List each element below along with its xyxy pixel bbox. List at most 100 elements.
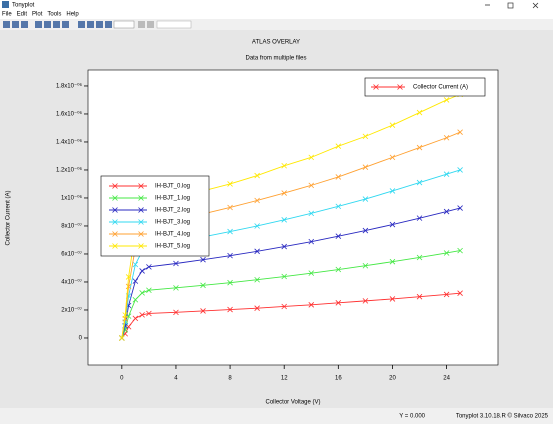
x-tick-label: 4	[174, 376, 178, 382]
marker	[443, 134, 450, 141]
marker	[443, 171, 450, 177]
marker	[227, 181, 233, 187]
tool-button[interactable]	[138, 21, 145, 28]
marker	[132, 315, 139, 322]
close-button[interactable]	[532, 2, 539, 9]
tool-button[interactable]	[78, 21, 85, 28]
tool-button[interactable]	[62, 21, 69, 28]
marker	[139, 312, 145, 318]
marker	[281, 190, 287, 196]
marker	[443, 291, 450, 298]
marker	[122, 312, 128, 318]
marker	[389, 221, 396, 228]
marker	[362, 196, 369, 202]
tool-button[interactable]	[44, 21, 51, 28]
menu-item[interactable]: File	[2, 12, 12, 18]
marker	[254, 197, 260, 204]
marker	[457, 167, 463, 173]
y-tick-label: 1.4x10⁻⁰⁶	[56, 139, 83, 146]
marker	[416, 109, 423, 116]
y-axis-label: Collector Current (A)	[6, 190, 12, 245]
x-tick-label: 20	[389, 376, 396, 382]
status-readout: Y = 0.000	[399, 414, 425, 420]
marker	[389, 122, 396, 128]
toolbar	[0, 19, 553, 30]
x-axis-label: Collector Voltage (V)	[265, 400, 320, 406]
marker	[125, 274, 132, 280]
tool-button[interactable]	[3, 21, 10, 28]
marker	[112, 195, 118, 201]
marker	[125, 283, 132, 290]
y-tick-label: 1.2x10⁻⁰⁶	[56, 167, 83, 174]
marker	[335, 300, 342, 306]
x-tick-label: 12	[281, 376, 288, 382]
series-line	[121, 250, 461, 339]
tool-dropdown[interactable]	[156, 20, 192, 29]
marker	[362, 133, 369, 140]
marker	[389, 188, 396, 194]
marker	[254, 172, 260, 179]
marker	[112, 207, 118, 213]
tool-button[interactable]	[53, 21, 60, 28]
marker	[308, 154, 315, 161]
marker	[254, 248, 260, 255]
marker	[132, 261, 139, 268]
marker	[112, 231, 118, 237]
chart-title: ATLAS OVERLAY	[252, 40, 300, 46]
series-line	[121, 207, 461, 339]
marker	[443, 208, 450, 215]
tool-button[interactable]	[35, 21, 42, 28]
tool-button[interactable]	[147, 21, 154, 28]
marker	[173, 309, 179, 316]
marker	[397, 84, 403, 90]
marker	[138, 231, 144, 237]
tool-button[interactable]	[12, 21, 19, 28]
title-bar	[0, 0, 553, 10]
marker	[281, 243, 287, 250]
marker	[200, 282, 206, 289]
legend-box	[100, 175, 210, 257]
marker	[138, 207, 144, 213]
marker	[457, 129, 463, 135]
tool-button[interactable]	[105, 21, 112, 28]
tool-select[interactable]	[113, 20, 135, 29]
legend-label: IH-BJT_4.log	[155, 232, 190, 238]
marker	[139, 268, 145, 274]
x-tick-label: 8	[228, 376, 232, 382]
menu-item[interactable]: Tools	[47, 12, 61, 18]
tool-button[interactable]	[21, 21, 28, 28]
y-tick-label: 6x10⁻⁰⁷	[61, 251, 82, 258]
menu-item[interactable]: Edit	[17, 12, 28, 18]
marker	[146, 287, 152, 294]
y-tick-label: 2x10⁻⁰⁷	[61, 307, 82, 314]
chart-subtitle: Data from multiple files	[245, 56, 306, 62]
marker	[308, 210, 315, 217]
marker	[146, 264, 152, 270]
marker	[416, 179, 423, 186]
marker	[362, 227, 369, 234]
marker	[373, 84, 379, 90]
marker	[335, 174, 342, 180]
tool-button[interactable]	[87, 21, 94, 28]
menu-item[interactable]: Help	[66, 12, 79, 18]
marker	[112, 183, 118, 189]
series-group	[119, 91, 463, 341]
marker	[112, 243, 118, 249]
marker	[416, 144, 423, 151]
marker	[335, 266, 342, 273]
marker	[416, 293, 423, 300]
legend-label: IH-BJT_1.log	[155, 196, 190, 202]
y-tick-label: 4x10⁻⁰⁷	[61, 279, 82, 286]
legend-label: IH-BJT_3.log	[155, 220, 190, 226]
marker	[138, 195, 144, 201]
x-tick-label: 0	[120, 376, 124, 382]
marker	[139, 290, 145, 296]
marker	[138, 219, 144, 225]
maximize-button[interactable]	[507, 2, 514, 9]
marker	[254, 223, 260, 229]
tool-button[interactable]	[96, 21, 103, 28]
status-bar	[0, 408, 553, 424]
menu-item[interactable]: Plot	[32, 12, 43, 18]
marker	[281, 303, 287, 310]
